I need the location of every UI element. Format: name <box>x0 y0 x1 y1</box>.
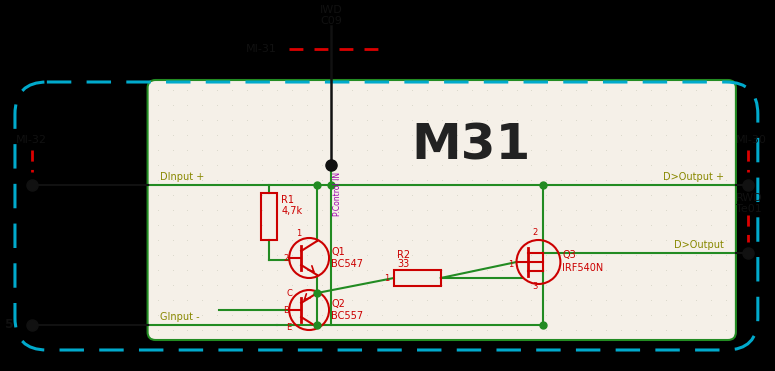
Text: R1: R1 <box>281 195 294 205</box>
Text: Te01: Te01 <box>736 204 762 214</box>
Text: IWD: IWD <box>319 5 343 15</box>
Text: RWD: RWD <box>736 193 763 203</box>
Text: GInput -: GInput - <box>160 312 199 322</box>
Text: 3: 3 <box>532 282 538 291</box>
Text: BC557: BC557 <box>331 311 363 321</box>
Text: 4,7k: 4,7k <box>281 206 302 216</box>
Text: MI-30: MI-30 <box>736 135 766 145</box>
Text: P.Control IN: P.Control IN <box>333 172 342 216</box>
Text: 2: 2 <box>533 228 538 237</box>
Text: D>Output: D>Output <box>674 240 724 250</box>
Text: Q2: Q2 <box>331 299 345 309</box>
Text: IRF540N: IRF540N <box>563 263 604 273</box>
Text: 1: 1 <box>297 229 301 238</box>
Text: R2: R2 <box>397 250 410 260</box>
Text: 1: 1 <box>384 274 389 283</box>
Text: 33: 33 <box>397 259 409 269</box>
Text: C09: C09 <box>320 16 342 26</box>
FancyBboxPatch shape <box>147 80 736 340</box>
Text: C: C <box>286 289 292 298</box>
Text: M31: M31 <box>412 121 531 169</box>
Text: MI-32: MI-32 <box>16 135 47 145</box>
Text: 5: 5 <box>5 318 14 332</box>
Text: E: E <box>287 323 292 332</box>
Text: 1: 1 <box>508 260 513 269</box>
Text: Q1: Q1 <box>331 247 345 257</box>
Text: D>Output +: D>Output + <box>663 172 724 182</box>
Text: 2: 2 <box>284 254 289 263</box>
Text: B: B <box>283 306 289 315</box>
Text: BC547: BC547 <box>331 259 363 269</box>
Text: MI-31: MI-31 <box>246 44 277 54</box>
Text: DInput +: DInput + <box>160 172 204 182</box>
Text: Q3: Q3 <box>563 250 576 260</box>
